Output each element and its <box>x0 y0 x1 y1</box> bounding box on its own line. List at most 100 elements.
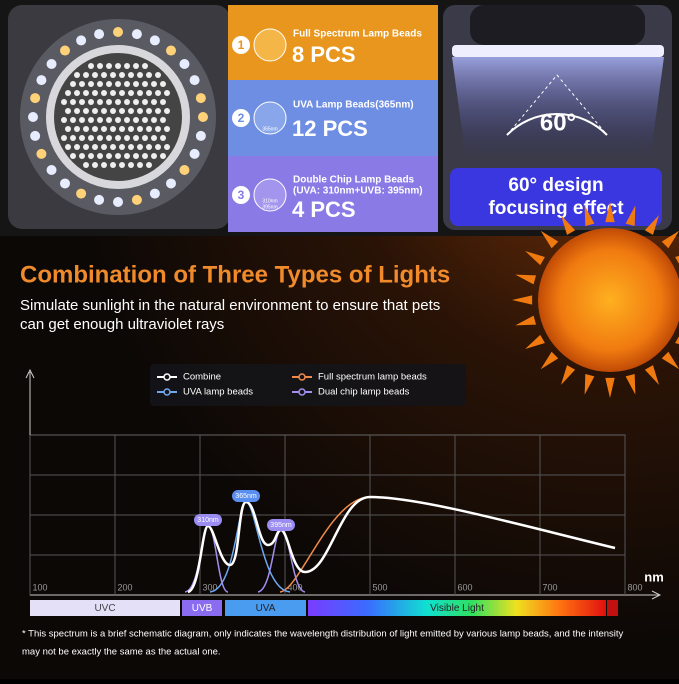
mesh-hole <box>79 135 85 141</box>
led <box>149 35 160 46</box>
led <box>76 188 87 199</box>
footnote: * This spectrum is a brief schematic dia… <box>22 629 624 640</box>
mesh-hole <box>119 90 125 96</box>
subheading: Simulate sunlight in the natural environ… <box>20 297 440 314</box>
led <box>179 164 190 175</box>
feature-subtitle: (UVA: 310nm+UVB: 395nm) <box>293 186 423 197</box>
feature-title: Double Chip Lamp Beads <box>293 175 415 186</box>
mesh-hole <box>137 108 143 114</box>
x-tick-label: 800 <box>627 582 642 592</box>
mesh-hole <box>133 99 139 105</box>
mesh-hole <box>119 162 125 168</box>
mesh-hole <box>88 99 94 105</box>
mesh-hole <box>88 135 94 141</box>
mesh-hole <box>124 135 130 141</box>
feature-title: UVA Lamp Beads(365nm) <box>293 100 414 111</box>
mesh-hole <box>137 126 143 132</box>
caption: 60° design <box>508 175 603 196</box>
subheading: can get enough ultraviolet rays <box>20 316 224 333</box>
sun-ray <box>512 295 533 305</box>
mesh-hole <box>101 126 107 132</box>
sun-ray <box>540 230 559 249</box>
mesh-hole <box>160 153 166 159</box>
mesh-hole <box>97 99 103 105</box>
feature-2: 2 365nm UVA Lamp Beads(365nm) 12 PCS <box>232 100 414 141</box>
x-tick-label: 400 <box>287 582 302 592</box>
led <box>30 93 41 104</box>
sun-ray <box>561 365 576 385</box>
led <box>30 130 41 141</box>
mesh-hole <box>97 63 103 69</box>
uva-icon <box>253 101 287 135</box>
mesh-hole <box>79 117 85 123</box>
mesh-hole <box>110 162 116 168</box>
mesh-hole <box>128 90 134 96</box>
mesh-hole <box>70 117 76 123</box>
sun-ray <box>661 230 679 249</box>
led <box>189 148 200 159</box>
mesh-hole <box>97 135 103 141</box>
led <box>36 75 47 86</box>
mesh-hole <box>79 81 85 87</box>
sun-ray <box>625 205 636 227</box>
led <box>46 59 57 70</box>
caption: focusing effect <box>488 198 624 219</box>
mesh-hole <box>146 90 152 96</box>
dual-icon <box>253 178 287 212</box>
sun-ray <box>644 365 659 385</box>
mesh-hole <box>146 162 152 168</box>
sun-ray <box>584 205 595 227</box>
mesh-hole <box>151 153 157 159</box>
mesh-hole <box>155 108 161 114</box>
legend-marker <box>298 373 306 381</box>
mesh-hole <box>119 108 125 114</box>
led <box>195 93 206 104</box>
mesh-hole <box>97 153 103 159</box>
sun-ray <box>515 315 537 326</box>
lamp-illustration <box>20 19 216 215</box>
mesh-hole <box>146 126 152 132</box>
led <box>60 45 71 56</box>
led <box>179 59 190 70</box>
led <box>195 130 206 141</box>
sun-ray <box>605 377 615 398</box>
number: 2 <box>238 111 245 125</box>
icon-label: 365nm <box>262 126 277 132</box>
mesh-hole <box>83 126 89 132</box>
led <box>94 29 105 40</box>
mesh-hole <box>65 90 71 96</box>
led <box>165 178 176 189</box>
mesh-hole <box>151 135 157 141</box>
mesh-hole <box>137 72 143 78</box>
feature-count: 12 PCS <box>292 116 368 141</box>
number: 1 <box>238 38 245 52</box>
mesh-hole <box>155 72 161 78</box>
mesh-hole <box>83 72 89 78</box>
mesh-hole <box>88 153 94 159</box>
peak-badge <box>194 514 222 526</box>
mesh-hole <box>79 153 85 159</box>
mesh-hole <box>101 162 107 168</box>
led <box>198 112 208 122</box>
mesh-hole <box>128 126 134 132</box>
mesh-hole <box>70 135 76 141</box>
mesh-hole <box>142 99 148 105</box>
sun-ray <box>584 373 595 395</box>
x-tick-label: 300 <box>202 582 217 592</box>
x-tick-label: 100 <box>32 582 47 592</box>
legend-marker <box>298 388 306 396</box>
sun <box>512 202 679 398</box>
mesh-hole <box>115 117 121 123</box>
sun-ray <box>515 274 537 285</box>
mesh-hole <box>124 81 130 87</box>
feature-count: 8 PCS <box>292 42 356 67</box>
led <box>36 148 47 159</box>
sun-ray <box>661 351 679 370</box>
band-label: UVB <box>192 603 213 614</box>
mesh-hole <box>101 72 107 78</box>
sun-ray <box>605 202 615 223</box>
mesh-hole <box>92 126 98 132</box>
mesh-hole <box>61 99 67 105</box>
band <box>225 600 306 616</box>
